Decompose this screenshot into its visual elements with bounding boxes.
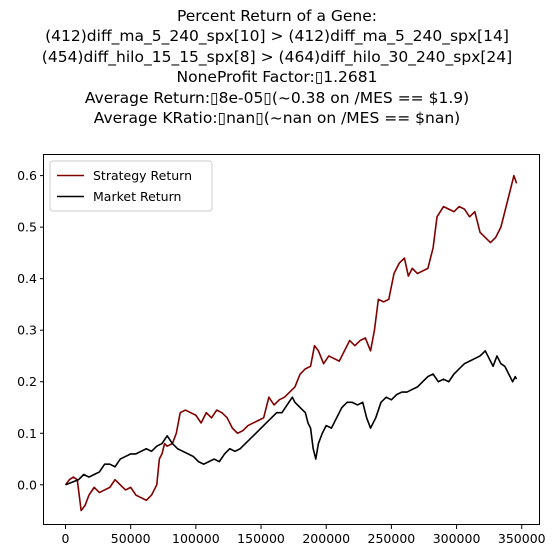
x-tick-label: 200000 <box>302 531 350 546</box>
x-tick-label: 0 <box>62 531 70 546</box>
y-tick-label: 0.1 <box>17 426 37 441</box>
series-line-strategy-return <box>64 174 518 512</box>
title-line-4: NoneProfit Factor:▯1.2681 <box>176 68 378 87</box>
legend: Strategy Return Market Return <box>49 160 213 212</box>
x-tick-label: 50000 <box>111 531 151 546</box>
x-tick-label: 300000 <box>433 531 481 546</box>
y-tick-label: 0.5 <box>17 220 37 235</box>
x-tick-label: 150000 <box>237 531 285 546</box>
y-tick-label: 0.4 <box>17 271 37 286</box>
x-axis: 0 50000 100000 150000 200000 250000 300000 3500… <box>62 525 546 546</box>
y-tick-label: 0.0 <box>17 477 37 492</box>
x-tick-label: 350000 <box>498 531 546 546</box>
y-tick-label: 0.3 <box>17 323 37 338</box>
legend-label-market-return: Market Return <box>93 189 181 204</box>
legend-box <box>49 160 213 212</box>
x-tick-label: 250000 <box>368 531 416 546</box>
x-tick-label: 100000 <box>172 531 220 546</box>
title-line-6: Average KRatio:▯nan▯(~nan on /MES == $na… <box>93 109 461 128</box>
title-line-3: (454)diff_hilo_15_15_spx[8] > (464)diff_… <box>41 47 513 66</box>
y-axis: 0.0 0.1 0.2 0.3 0.4 0.5 0.6 <box>17 168 44 492</box>
y-tick-label: 0.6 <box>17 168 37 183</box>
title-line-2: (412)diff_ma_5_240_spx[10] > (412)diff_m… <box>45 27 509 46</box>
title-line-1: Percent Return of a Gene: <box>176 7 378 25</box>
title-line-5: Average Return:▯8e-05▯(~0.38 on /MES == … <box>84 88 470 107</box>
chart-title: Percent Return of a Gene: (412)diff_ma_5… <box>0 6 554 128</box>
y-tick-label: 0.2 <box>17 374 37 389</box>
series-line-market-return <box>65 350 518 486</box>
plot-frame <box>43 154 540 525</box>
legend-label-strategy-return: Strategy Return <box>93 168 192 183</box>
